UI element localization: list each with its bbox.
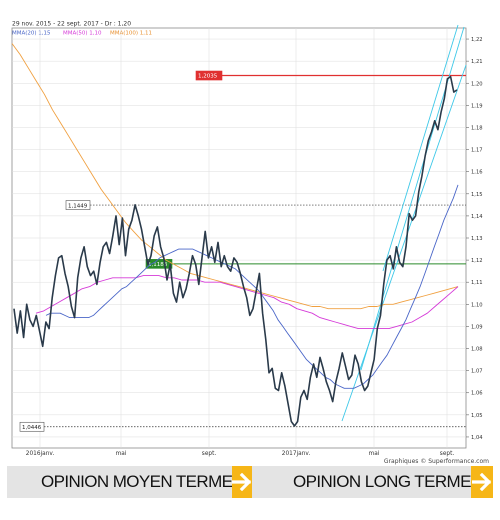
level-label: 1,1183	[148, 262, 168, 268]
y-tick-label: 1,13	[471, 236, 483, 242]
y-tick-label: 1,10	[471, 302, 483, 308]
y-tick-label: 1,15	[471, 192, 483, 198]
x-tick-label: sept.	[440, 451, 455, 457]
chart-period-header: 29 nov. 2015 - 22 sept. 2017 - Dr : 1,20	[12, 21, 131, 28]
y-tick-label: 1,16	[471, 170, 483, 176]
arrow-right-icon[interactable]	[232, 466, 253, 498]
channel-upper-line	[382, 24, 459, 272]
y-axis: 1,22 1,21 1,20 1,19 1,18 1,17 1,16 1,15 1,14 1,13…	[466, 37, 483, 441]
arrow-right-icon[interactable]	[470, 466, 493, 498]
mma20-line	[45, 184, 459, 389]
y-tick-label: 1,04	[471, 435, 483, 441]
y-tick-label: 1,14	[471, 214, 483, 220]
x-axis: 2016janv. mai sept. 2017janv. mai sept.	[26, 451, 455, 457]
y-tick-label: 1,20	[471, 81, 483, 87]
x-tick-label: 2017janv.	[282, 451, 311, 457]
y-tick-label: 1,17	[471, 148, 483, 154]
level-label-box	[19, 421, 45, 432]
level-label-box	[195, 70, 223, 81]
x-tick-label: mai	[369, 451, 380, 457]
x-tick-label: sept.	[202, 451, 217, 457]
channel-lower-line	[341, 64, 467, 422]
y-tick-label: 1,12	[471, 258, 483, 264]
grid	[12, 28, 466, 448]
y-tick-label: 1,09	[471, 324, 483, 330]
y-tick-label: 1,19	[471, 103, 483, 109]
level-label: 1,1449	[68, 203, 88, 209]
legend-mma20: MMA(20) 1,15	[12, 31, 51, 37]
chart-credit: Graphiques © Superformance.com	[384, 458, 489, 465]
level-label-box	[145, 259, 173, 269]
y-tick-label: 1,07	[471, 369, 483, 375]
y-tick-label: 1,11	[471, 280, 483, 286]
opinion-long-term-label: OPINION LONG TERME	[293, 472, 471, 491]
opinion-medium-term-banner[interactable]: OPINION MOYEN TERME	[7, 466, 253, 498]
mma100-line	[11, 43, 459, 310]
price-levels: 1,2035 1,1449 1,1183 1,0446	[19, 70, 466, 432]
y-tick-label: 1,06	[471, 391, 483, 397]
series-lines	[11, 43, 459, 427]
y-tick-label: 1,18	[471, 125, 483, 131]
opinion-medium-term-label: OPINION MOYEN TERME	[41, 472, 233, 491]
opinion-long-term-banner[interactable]: OPINION LONG TERME	[252, 466, 493, 498]
x-tick-label: mai	[116, 451, 127, 457]
legend-mma50: MMA(50) 1,10	[63, 31, 102, 37]
y-tick-label: 1,05	[471, 413, 483, 419]
level-label: 1,2035	[198, 74, 218, 80]
level-label: 1,0446	[22, 425, 42, 431]
y-tick-label: 1,22	[471, 37, 483, 43]
level-label-box	[65, 200, 91, 210]
y-tick-label: 1,08	[471, 347, 483, 353]
price-chart: 29 nov. 2015 - 22 sept. 2017 - Dr : 1,20…	[11, 20, 490, 465]
legend-mma100: MMA(100) 1,11	[110, 31, 152, 37]
mma50-line	[35, 275, 459, 330]
y-tick-label: 1,21	[471, 59, 483, 65]
price-line	[13, 75, 458, 427]
x-tick-label: 2016janv.	[26, 451, 55, 457]
